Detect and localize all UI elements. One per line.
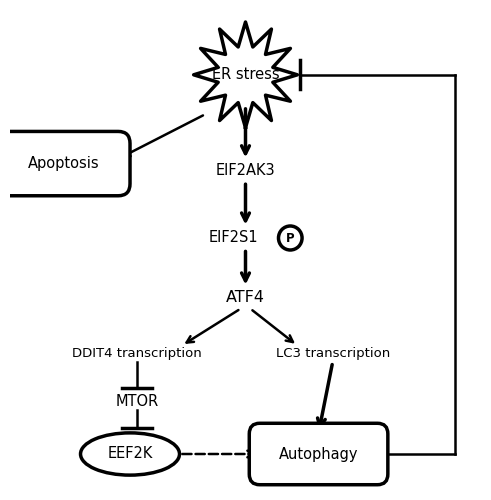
Text: Apoptosis: Apoptosis bbox=[28, 156, 100, 171]
Text: DDIT4 transcription: DDIT4 transcription bbox=[72, 346, 202, 360]
Text: Autophagy: Autophagy bbox=[279, 446, 358, 462]
FancyBboxPatch shape bbox=[249, 424, 388, 484]
Text: EIF2S1: EIF2S1 bbox=[209, 230, 259, 246]
Text: EIF2AK3: EIF2AK3 bbox=[216, 164, 275, 178]
Text: MTOR: MTOR bbox=[115, 394, 159, 408]
Text: P: P bbox=[286, 232, 295, 244]
FancyBboxPatch shape bbox=[0, 132, 130, 196]
Text: LC3 transcription: LC3 transcription bbox=[275, 346, 390, 360]
Text: ER stress: ER stress bbox=[212, 68, 279, 82]
Text: EEF2K: EEF2K bbox=[108, 446, 153, 462]
Ellipse shape bbox=[81, 433, 180, 475]
Text: ATF4: ATF4 bbox=[226, 290, 265, 306]
